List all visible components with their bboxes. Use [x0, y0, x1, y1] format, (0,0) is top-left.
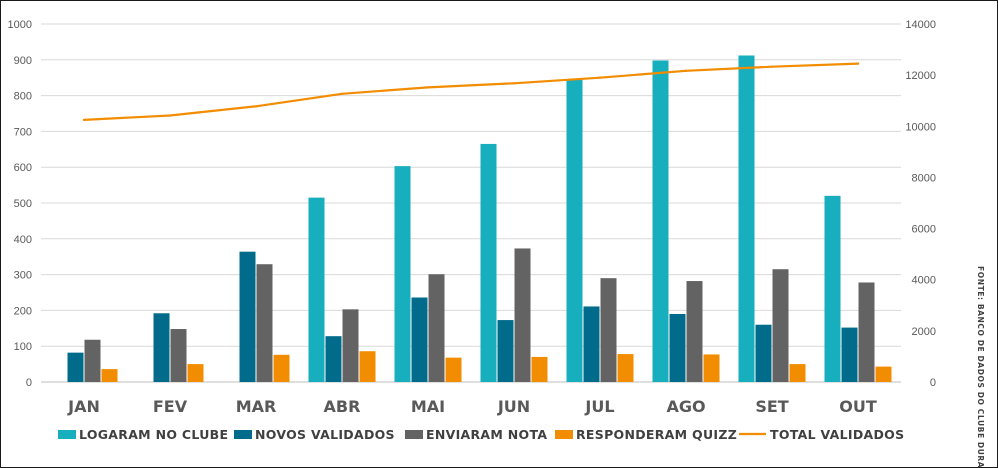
x-tick-label: JUN	[497, 397, 530, 416]
y2-tick-label: 2000	[912, 326, 936, 338]
bar-novos-validados	[755, 324, 772, 382]
legend-swatch	[555, 430, 573, 439]
bar-novos-validados	[239, 251, 256, 382]
bar-enviaram-nota	[600, 278, 617, 382]
legend-swatch	[405, 430, 423, 439]
line-point	[770, 65, 774, 68]
y-tick-label: 100	[14, 341, 32, 353]
y-tick-label: 900	[14, 55, 32, 67]
y2-tick-label: 6000	[912, 224, 936, 236]
bar-enviaram-nota	[428, 274, 445, 382]
y-tick-label: 800	[14, 91, 32, 103]
legend-label: LOGARAM NO CLUBE	[79, 427, 228, 442]
y-tick-label: 1000	[8, 19, 32, 31]
bar-responderam-quizz	[875, 366, 892, 382]
bar-logaram-no-clube	[566, 79, 583, 383]
bar-novos-validados	[153, 313, 170, 382]
line-total-validados	[83, 62, 859, 121]
bar-responderam-quizz	[617, 354, 634, 382]
legend-label: ENVIARAM NOTA	[426, 427, 547, 442]
x-tick-label: ABR	[324, 397, 361, 416]
line-point	[512, 82, 516, 85]
y2-tick-label: 0	[930, 377, 936, 389]
bar-novos-validados	[583, 306, 600, 382]
bar-enviaram-nota	[514, 248, 531, 382]
legend-label: NOVOS VALIDADOS	[255, 427, 395, 442]
bar-enviaram-nota	[256, 264, 273, 382]
bar-enviaram-nota	[170, 329, 187, 382]
bar-enviaram-nota	[342, 309, 359, 382]
bar-novos-validados	[325, 336, 342, 382]
bar-enviaram-nota	[84, 339, 101, 382]
line-point	[82, 118, 86, 122]
y2-tick-label: 14000	[905, 19, 936, 31]
bar-responderam-quizz	[703, 354, 720, 382]
bar-logaram-no-clube	[480, 143, 497, 382]
y2-tick-label: 10000	[905, 121, 936, 133]
y-tick-label: 300	[14, 270, 32, 282]
y2-tick-label: 12000	[905, 70, 936, 82]
bar-logaram-no-clube	[652, 60, 669, 383]
y2-tick-label: 8000	[912, 172, 936, 184]
line-point	[254, 105, 258, 108]
y-tick-label: 700	[14, 126, 32, 138]
bar-responderam-quizz	[101, 369, 118, 382]
bar-enviaram-nota	[772, 269, 789, 382]
y-tick-label: 200	[14, 305, 32, 317]
y-tick-label: 600	[14, 162, 32, 174]
line-point	[598, 76, 602, 79]
bar-logaram-no-clube	[308, 197, 325, 382]
x-tick-label: JAN	[67, 397, 100, 416]
x-tick-label: SET	[755, 397, 788, 416]
bar-enviaram-nota	[858, 282, 875, 382]
line-point	[684, 69, 688, 72]
legend-swatch	[58, 430, 76, 439]
line-point	[426, 86, 430, 89]
bar-responderam-quizz	[359, 351, 376, 382]
bar-responderam-quizz	[789, 364, 806, 382]
bar-responderam-quizz	[273, 354, 290, 382]
y-tick-label: 0	[26, 377, 32, 389]
bar-responderam-quizz	[531, 356, 548, 382]
x-tick-label: AGO	[666, 397, 705, 416]
bar-responderam-quizz	[187, 364, 204, 382]
bar-logaram-no-clube	[394, 166, 411, 382]
line-point	[856, 62, 860, 65]
y-tick-label: 400	[14, 234, 32, 246]
bar-novos-validados	[841, 327, 858, 382]
x-tick-label: FEV	[153, 397, 188, 416]
line-point	[340, 92, 344, 96]
source-note: FONTE: BANCO DE DADOS DO CLUBE DURATEX	[976, 266, 985, 467]
bar-novos-validados	[67, 352, 84, 382]
bar-logaram-no-clube	[738, 55, 755, 383]
y-tick-label: 500	[14, 198, 32, 210]
legend-swatch	[234, 430, 252, 439]
bar-novos-validados	[411, 297, 428, 382]
bar-enviaram-nota	[686, 281, 703, 382]
bar-responderam-quizz	[445, 357, 462, 382]
x-tick-label: JUL	[584, 397, 614, 416]
line-point	[168, 114, 172, 117]
x-tick-label: MAR	[236, 397, 277, 416]
bar-logaram-no-clube	[824, 195, 841, 382]
bar-novos-validados	[497, 320, 514, 382]
y2-tick-label: 4000	[912, 275, 936, 287]
x-tick-label: OUT	[839, 397, 877, 416]
bar-novos-validados	[669, 313, 686, 382]
legend-label: RESPONDERAM QUIZZ	[576, 427, 737, 442]
x-tick-label: MAI	[411, 397, 445, 416]
legend-label: TOTAL VALIDADOS	[770, 427, 904, 442]
